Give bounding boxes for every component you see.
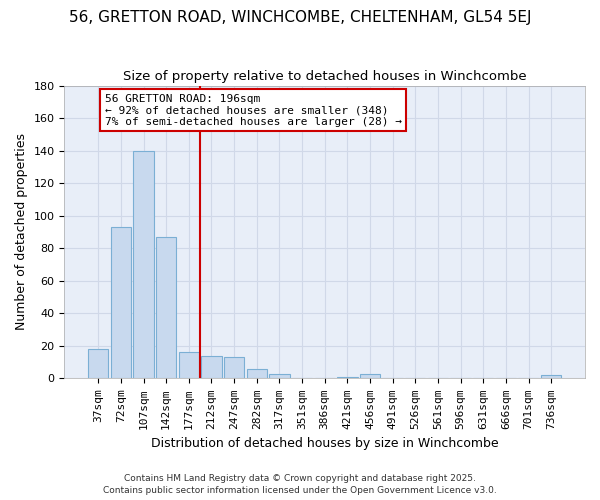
Title: Size of property relative to detached houses in Winchcombe: Size of property relative to detached ho… [123,70,527,83]
Bar [111,227,131,378]
Text: Contains HM Land Registry data © Crown copyright and database right 2025.
Contai: Contains HM Land Registry data © Crown c… [103,474,497,495]
Bar [224,358,244,378]
Bar [269,374,290,378]
Bar [133,150,154,378]
Bar [88,349,109,378]
Bar [156,237,176,378]
X-axis label: Distribution of detached houses by size in Winchcombe: Distribution of detached houses by size … [151,437,499,450]
Text: 56 GRETTON ROAD: 196sqm
← 92% of detached houses are smaller (348)
7% of semi-de: 56 GRETTON ROAD: 196sqm ← 92% of detache… [104,94,401,127]
Bar [247,368,267,378]
Bar [360,374,380,378]
Bar [541,375,562,378]
Bar [201,356,221,378]
Bar [179,352,199,378]
Bar [337,377,358,378]
Y-axis label: Number of detached properties: Number of detached properties [15,134,28,330]
Text: 56, GRETTON ROAD, WINCHCOMBE, CHELTENHAM, GL54 5EJ: 56, GRETTON ROAD, WINCHCOMBE, CHELTENHAM… [69,10,531,25]
